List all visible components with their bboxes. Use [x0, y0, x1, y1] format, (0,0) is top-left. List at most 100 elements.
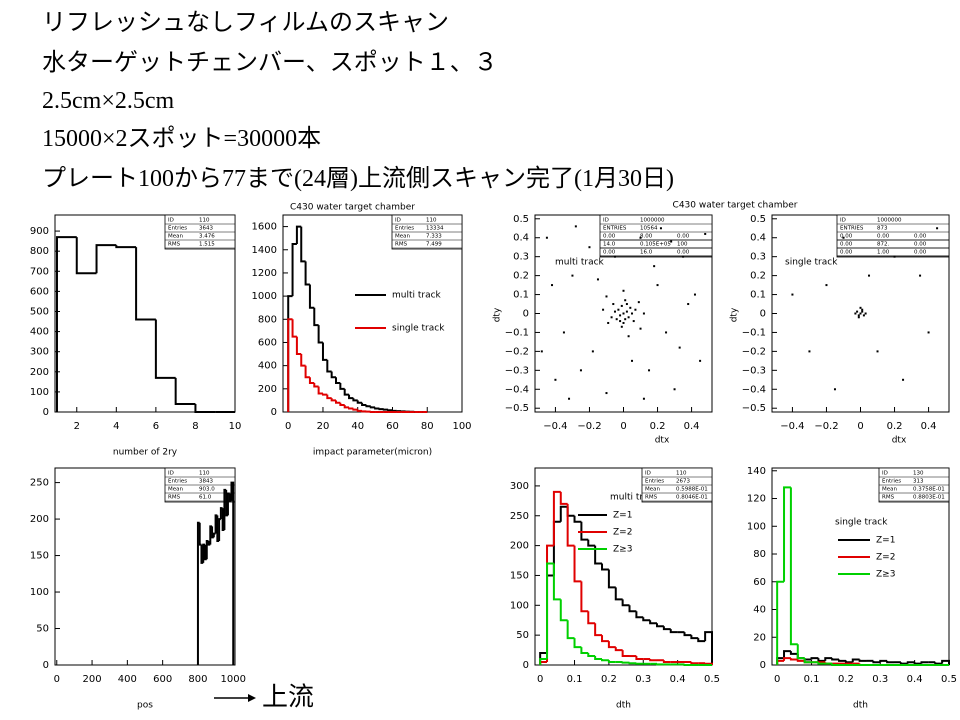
scatter-point — [607, 321, 610, 324]
scatter-point — [859, 312, 862, 315]
x-tick-label: 10 — [229, 421, 242, 432]
histogram-bin — [326, 359, 332, 373]
stats-key: Entries — [168, 226, 187, 232]
histogram-bin — [154, 319, 176, 379]
scatter-point — [857, 314, 860, 317]
histogram-bin — [55, 236, 77, 412]
histogram-bin — [204, 544, 207, 561]
histogram-bin — [594, 623, 603, 637]
stats-value: 13334 — [426, 226, 444, 232]
histogram-bin — [831, 663, 840, 666]
scatter-point — [612, 303, 615, 306]
histogram-bin — [361, 402, 367, 407]
stats-cell: 0.00 — [603, 234, 616, 240]
legend-label: single track — [392, 324, 445, 334]
histogram-bin — [573, 545, 582, 583]
stats-cell: 0.00 — [677, 234, 690, 240]
histogram-bin — [75, 237, 97, 275]
x-tick-label: 400 — [118, 674, 137, 685]
y-tick-label: 150 — [510, 570, 529, 581]
y-tick-label: 150 — [30, 551, 49, 562]
histogram-bin — [559, 599, 568, 622]
histogram-bin — [913, 662, 922, 665]
x-tick-label: −0.2 — [814, 421, 838, 432]
histogram-bin — [559, 491, 568, 505]
stats-key: ID — [645, 471, 651, 477]
histogram-bin — [601, 635, 609, 643]
x-tick-label: 0 — [537, 674, 543, 685]
histogram-bin — [369, 406, 376, 409]
histogram-bin — [683, 632, 692, 637]
stats-key: Entries — [645, 479, 664, 485]
histogram-bin — [796, 659, 805, 662]
x-tick-label: −0.4 — [543, 421, 567, 432]
histogram-bin — [295, 225, 302, 244]
y-tick-label: −0.1 — [742, 327, 766, 338]
stats-box — [599, 214, 713, 258]
scatter-point — [620, 325, 623, 328]
histogram-bin — [669, 629, 678, 634]
y-tick-label: 0.1 — [750, 290, 766, 301]
stats-value: 3843 — [199, 479, 213, 485]
scatter-point — [936, 227, 939, 230]
legend-label: Z=1 — [876, 536, 895, 546]
x-tick-label: 8 — [192, 421, 198, 432]
histogram-bin — [817, 658, 826, 662]
histogram-bin — [783, 486, 791, 582]
annotation: single track — [835, 518, 888, 528]
y-tick-label: 140 — [747, 466, 766, 477]
histogram-bin — [656, 663, 664, 666]
scatter-point — [648, 369, 651, 372]
histogram-bin — [352, 398, 358, 402]
stats-cell: 0.00 — [677, 250, 690, 256]
stats-cell: 0.105E+05 — [640, 242, 671, 248]
footer-label: 上流 — [262, 683, 314, 713]
scatter-point — [864, 312, 867, 315]
stats-key: ID — [882, 471, 888, 477]
scatter-point — [629, 306, 632, 309]
histogram-bin — [635, 662, 644, 665]
x-axis-label: dtx — [892, 436, 907, 446]
stats-value: 0.5988E-01 — [676, 487, 708, 493]
y-tick-label: 1600 — [252, 222, 277, 233]
histogram-bin — [607, 569, 616, 589]
scatter-point — [568, 397, 571, 400]
histogram-bin — [230, 481, 235, 665]
stats-value: 110 — [199, 471, 210, 477]
x-tick-label: −0.2 — [577, 421, 601, 432]
stats-key: Entries — [395, 226, 414, 232]
y-tick-label: 200 — [510, 541, 529, 552]
histogram-bin — [656, 623, 664, 628]
scatter-point — [574, 225, 577, 228]
scatter-point — [631, 359, 634, 362]
scatter-point — [627, 335, 630, 338]
x-tick-label: 2 — [74, 421, 80, 432]
annotation: multi track — [610, 493, 660, 503]
y-tick-label: 0.2 — [750, 271, 766, 282]
histogram-bin — [690, 662, 699, 665]
histogram-bin — [838, 659, 846, 662]
histogram-bin — [174, 377, 196, 405]
histogram-bin — [587, 611, 596, 625]
scatter-point — [545, 236, 548, 239]
x-tick-label: 0.4 — [684, 421, 700, 432]
histogram-bin — [291, 242, 297, 297]
stats-key: RMS — [645, 495, 658, 501]
histogram-bin — [649, 659, 658, 662]
histogram-bin — [382, 408, 389, 411]
scatter-point — [656, 284, 659, 287]
stats-key: RMS — [168, 495, 181, 501]
scatter-point — [637, 301, 640, 304]
y-tick-label: 800 — [258, 314, 277, 325]
scatter-point — [634, 308, 637, 311]
scatter-point — [554, 378, 557, 381]
histogram-bin — [920, 661, 929, 664]
x-tick-label: 60 — [386, 421, 399, 432]
stats-value: 1000000 — [640, 218, 665, 224]
scatter-point — [857, 316, 860, 319]
x-tick-label: 0.4 — [921, 421, 937, 432]
annotation: single track — [785, 258, 838, 268]
histogram-bin — [216, 515, 220, 542]
histogram-bin — [601, 659, 609, 662]
histogram-bin — [211, 526, 214, 539]
